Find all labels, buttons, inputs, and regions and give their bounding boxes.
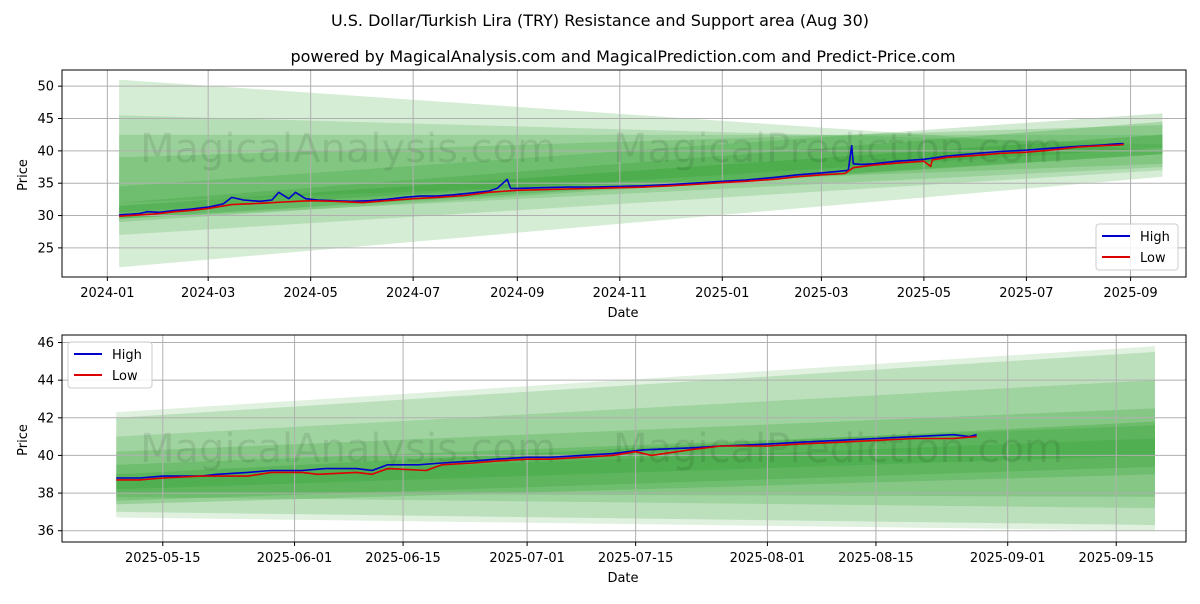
series-line-low [119, 143, 1124, 217]
watermark-right: MagicalPrediction.com [613, 426, 1063, 472]
x-tick-label: 2025-07-15 [598, 551, 674, 566]
chart-bottom-legend-high-label: High [112, 348, 142, 363]
x-tick-label: 2025-03 [794, 286, 848, 301]
watermark-left: MagicalAnalysis.com [140, 426, 556, 472]
axes-frame [61, 334, 1187, 543]
x-tick-label: 2025-06-01 [257, 551, 333, 566]
y-tick-label: 36 [37, 524, 54, 539]
x-tick-label: 2025-06-15 [365, 551, 441, 566]
watermark-left: MagicalAnalysis.com [140, 126, 556, 172]
y-tick-label: 40 [37, 144, 54, 159]
y-tick-label: 46 [37, 336, 54, 351]
chart-top-bands [119, 79, 1163, 268]
chart-top-xlabel: Date [607, 306, 638, 321]
y-tick-label: 30 [37, 209, 54, 224]
chart-top-legend-low-label: Low [1140, 251, 1166, 266]
x-tick-label: 2025-01 [695, 286, 749, 301]
support-resistance-band [119, 134, 1163, 219]
y-tick-label: 50 [37, 80, 54, 95]
series-line-high [116, 433, 977, 479]
support-resistance-band [119, 113, 1163, 223]
chart-bottom-axes: 2025-05-15 2025-06-01 2025-06-15 2025-07-01… [37, 334, 1187, 566]
chart-bottom-lines [116, 433, 977, 481]
chart-bottom-legend: High Low [67, 341, 153, 389]
x-tick-label: 2024-07 [386, 286, 440, 301]
y-tick-label: 35 [37, 177, 54, 192]
chart-bottom: MagicalAnalysis.com MagicalPrediction.co… [16, 334, 1187, 586]
chart-top-legend: High Low [1095, 223, 1179, 271]
support-resistance-band [119, 134, 1163, 219]
x-tick-label: 2025-05 [897, 286, 951, 301]
x-tick-label: 2025-09-15 [1078, 551, 1154, 566]
chart-bottom-grid [62, 335, 1186, 542]
watermark-right: MagicalPrediction.com [613, 126, 1063, 172]
y-tick-label: 25 [37, 241, 54, 256]
chart-top: MagicalAnalysis.com MagicalPrediction.co… [16, 69, 1187, 321]
chart-top-legend-high-label: High [1140, 230, 1170, 245]
chart-bottom-legend-low-label: Low [112, 369, 138, 384]
y-tick-label: 40 [37, 449, 54, 464]
y-tick-label: 38 [37, 487, 54, 502]
support-resistance-band [119, 115, 1163, 235]
chart-top-axes: 2024-01 2024-03 2024-05 2024-07 2024-09 2024-… [37, 69, 1187, 301]
x-tick-label: 2024-01 [80, 286, 134, 301]
x-tick-label: 2025-05-15 [125, 551, 201, 566]
support-resistance-band [119, 121, 1163, 213]
x-tick-label: 2025-09-01 [970, 551, 1046, 566]
chart-top-lines [119, 142, 1124, 217]
series-line-high [119, 142, 1124, 216]
x-tick-label: 2025-08-01 [730, 551, 806, 566]
y-tick-label: 45 [37, 112, 54, 127]
x-tick-label: 2025-09 [1103, 286, 1157, 301]
y-tick-label: 42 [37, 411, 54, 426]
chart-bottom-xlabel: Date [607, 571, 638, 586]
y-tick-label: 44 [37, 374, 54, 389]
x-tick-label: 2025-08-15 [838, 551, 914, 566]
chart-bottom-watermarks: MagicalAnalysis.com MagicalPrediction.co… [140, 426, 1063, 472]
chart-top-ylabel: Price [16, 159, 31, 191]
chart-top-grid [62, 70, 1186, 277]
support-resistance-band [119, 79, 1163, 268]
x-tick-label: 2024-03 [181, 286, 235, 301]
x-tick-label: 2024-09 [490, 286, 544, 301]
figure-subtitle: powered by MagicalAnalysis.com and Magic… [290, 47, 955, 66]
chart-bottom-ylabel: Price [16, 424, 31, 456]
x-tick-label: 2024-05 [283, 286, 337, 301]
chart-top-watermarks: MagicalAnalysis.com MagicalPrediction.co… [140, 126, 1063, 172]
axes-frame [61, 69, 1187, 278]
x-tick-label: 2025-07-01 [489, 551, 565, 566]
x-tick-label: 2024-11 [593, 286, 647, 301]
x-tick-label: 2025-07 [999, 286, 1053, 301]
figure-title: U.S. Dollar/Turkish Lira (TRY) Resistanc… [331, 11, 869, 30]
series-line-low [116, 435, 977, 481]
